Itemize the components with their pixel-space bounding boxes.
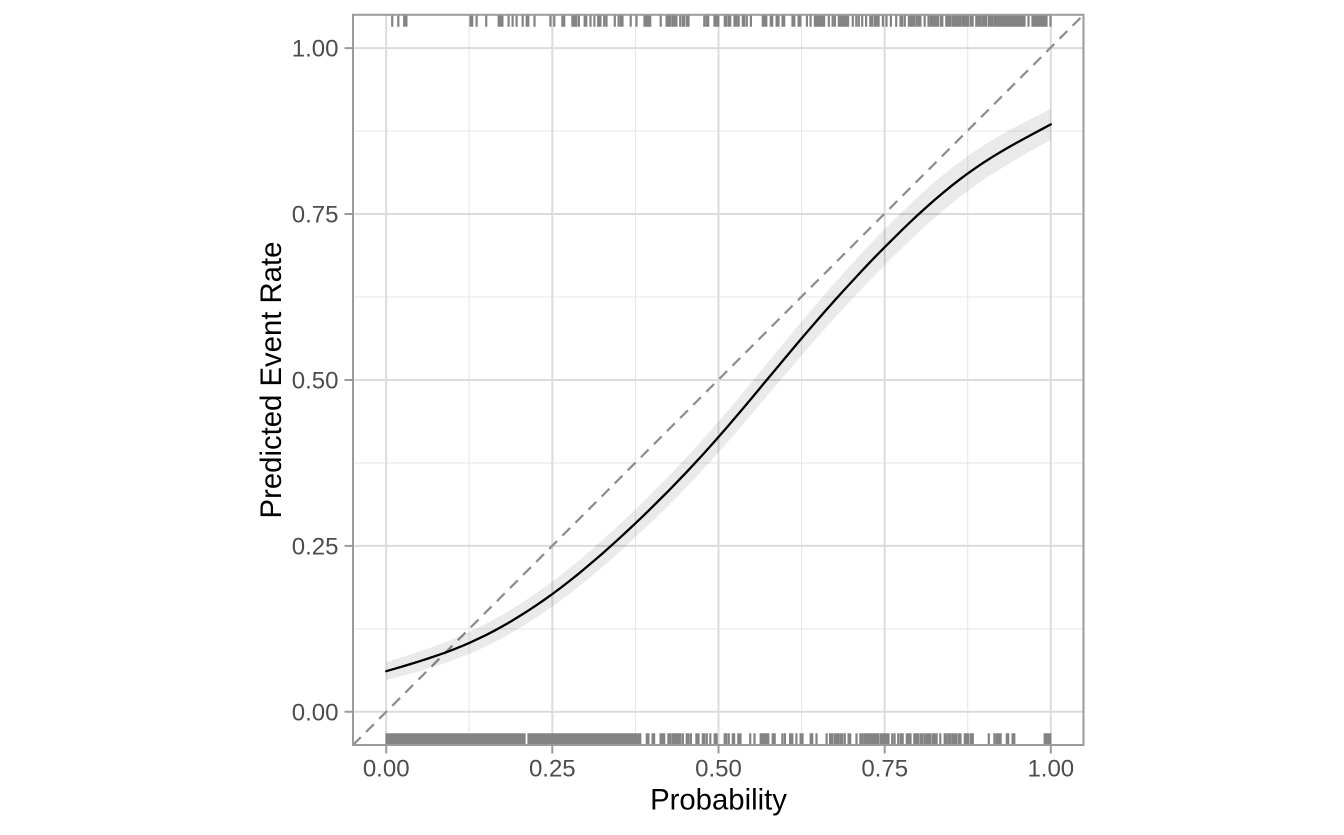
svg-text:Probability: Probability <box>650 784 787 817</box>
svg-text:0.50: 0.50 <box>695 756 742 783</box>
svg-text:Predicted Event Rate: Predicted Event Rate <box>255 242 288 519</box>
svg-text:1.00: 1.00 <box>1027 756 1074 783</box>
svg-text:0.00: 0.00 <box>363 756 410 783</box>
svg-text:0.50: 0.50 <box>292 368 339 395</box>
svg-text:0.00: 0.00 <box>292 699 339 726</box>
svg-text:0.75: 0.75 <box>861 756 908 783</box>
svg-text:1.00: 1.00 <box>292 36 339 63</box>
svg-text:0.75: 0.75 <box>292 202 339 229</box>
svg-text:0.25: 0.25 <box>292 534 339 561</box>
svg-text:0.25: 0.25 <box>529 756 576 783</box>
